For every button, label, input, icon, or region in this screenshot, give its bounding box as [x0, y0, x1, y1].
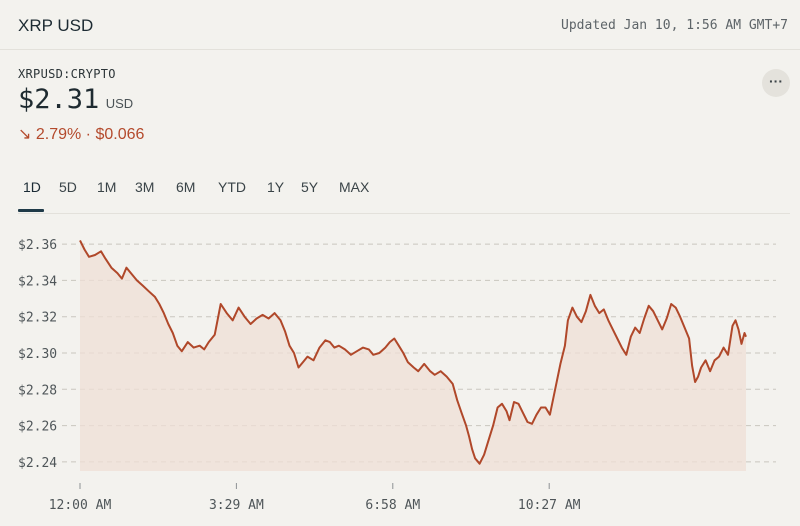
tab-1d[interactable]: 1D [23, 179, 41, 195]
tab-1m[interactable]: 1M [97, 179, 117, 195]
y-tick-label: $2.36 [18, 238, 57, 253]
price-change: ↘ 2.79% · $0.066 [18, 124, 144, 144]
tab-5d[interactable]: 5D [59, 179, 77, 195]
header-bar: XRP USD Updated Jan 10, 1:56 AM GMT+7 [0, 0, 800, 50]
page-title: XRP USD [18, 16, 94, 35]
x-axis-ticks: 12:00 AM 3:29 AM 6:58 AM 10:27 AM [49, 483, 581, 513]
tab-5y[interactable]: 5Y [301, 179, 319, 195]
price-currency: USD [105, 96, 134, 111]
tab-3m[interactable]: 3M [135, 179, 155, 195]
y-tick-label: $2.32 [18, 311, 57, 326]
x-tick-label: 3:29 AM [209, 498, 264, 513]
current-price: $2.31 [18, 84, 100, 115]
price-chart: $2.36 $2.34 $2.32 $2.30 $2.28 $2.26 $2.24 12:0… [18, 238, 776, 513]
x-tick-label: 10:27 AM [518, 498, 581, 513]
more-horizontal-icon[interactable]: ··· [762, 69, 790, 97]
y-tick-label: $2.34 [18, 274, 57, 289]
price-change-text: 2.79% · $0.066 [35, 126, 145, 143]
tab-6m[interactable]: 6M [176, 179, 196, 195]
range-tabs: 1D 5D 1M 3M 6M YTD 1Y 5Y MAX [18, 176, 790, 214]
price-line [79, 239, 747, 465]
tab-max[interactable]: MAX [339, 179, 370, 195]
y-axis-ticks: $2.36 $2.34 $2.32 $2.30 $2.28 $2.26 $2.24 [18, 238, 57, 471]
price-row: $2.31 USD [18, 84, 133, 115]
ticker-symbol: XRPUSD:CRYPTO [18, 67, 116, 81]
y-tick-label: $2.28 [18, 383, 57, 398]
price-area-fill [80, 240, 746, 471]
active-tab-indicator [18, 209, 44, 212]
arrow-down-right-icon: ↘ [18, 126, 32, 143]
tab-ytd[interactable]: YTD [218, 179, 246, 195]
y-tick-label: $2.24 [18, 456, 57, 471]
updated-timestamp: Updated Jan 10, 1:56 AM GMT+7 [561, 18, 788, 33]
tab-1y[interactable]: 1Y [267, 179, 285, 195]
y-tick-label: $2.26 [18, 420, 57, 435]
x-tick-label: 12:00 AM [49, 498, 112, 513]
x-tick-label: 6:58 AM [365, 498, 420, 513]
y-tick-label: $2.30 [18, 347, 57, 362]
